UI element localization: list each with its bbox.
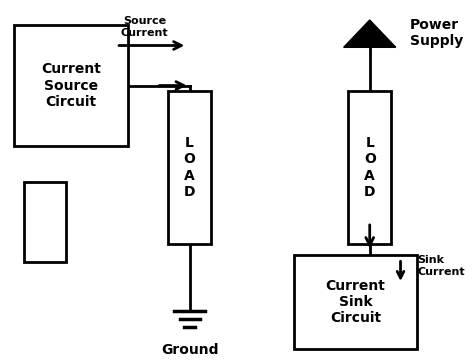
Text: L
O
A
D: L O A D xyxy=(183,136,196,199)
Text: Power
Supply: Power Supply xyxy=(410,18,463,48)
Text: Source
Current: Source Current xyxy=(121,16,168,38)
Polygon shape xyxy=(344,20,396,47)
Text: L
O
A
D: L O A D xyxy=(364,136,376,199)
Bar xyxy=(168,91,211,244)
Bar xyxy=(294,255,417,349)
Text: Sink
Current: Sink Current xyxy=(417,255,465,277)
Bar xyxy=(14,25,128,146)
Text: Ground: Ground xyxy=(161,343,219,357)
Text: Current
Sink
Circuit: Current Sink Circuit xyxy=(326,279,385,325)
Bar xyxy=(24,182,66,262)
Bar xyxy=(348,91,391,244)
Text: Current
Source
Circuit: Current Source Circuit xyxy=(41,62,101,109)
